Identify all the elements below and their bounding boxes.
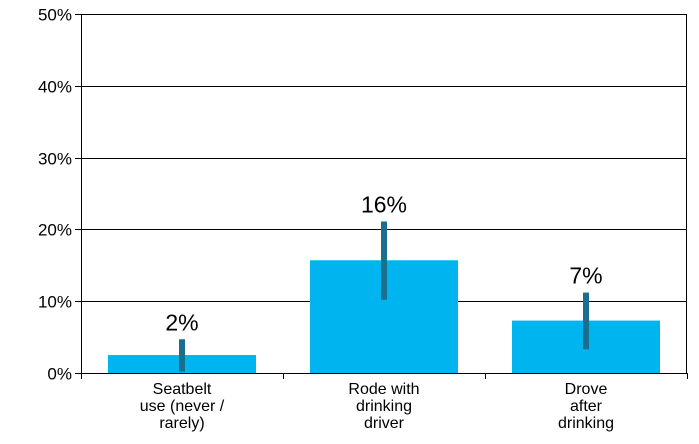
- error-bar: [381, 221, 387, 300]
- y-tick-label: 50%: [38, 6, 72, 25]
- x-category-label-line: drinking: [558, 415, 614, 432]
- y-tick-label: 30%: [38, 150, 72, 169]
- y-tick-label: 20%: [38, 221, 72, 240]
- x-category-label-line: Drove: [565, 381, 608, 398]
- x-category-label-line: Seatbelt: [153, 381, 212, 398]
- error-bar: [583, 292, 589, 350]
- x-category-label-line: rarely): [159, 415, 204, 432]
- error-bar: [179, 339, 185, 372]
- x-category-label-line: Rode with: [348, 381, 419, 398]
- y-tick-label: 10%: [38, 293, 72, 312]
- x-category-label: Seatbelt use (never / rarely): [140, 381, 225, 432]
- y-tick-label: 40%: [38, 78, 72, 97]
- x-category-label: Rode with drinking driver: [348, 381, 419, 432]
- data-label: 2%: [165, 309, 198, 335]
- data-label: 7%: [569, 263, 602, 289]
- x-category-label-line: drinking: [356, 398, 412, 415]
- y-tick-label: 0%: [47, 365, 72, 384]
- x-category-label-line: driver: [364, 415, 405, 432]
- data-label: 16%: [361, 192, 407, 218]
- x-category-label-line: use (never /: [140, 398, 225, 415]
- x-category-label: Drove after drinking: [558, 381, 614, 432]
- x-category-label-line: after: [570, 398, 603, 415]
